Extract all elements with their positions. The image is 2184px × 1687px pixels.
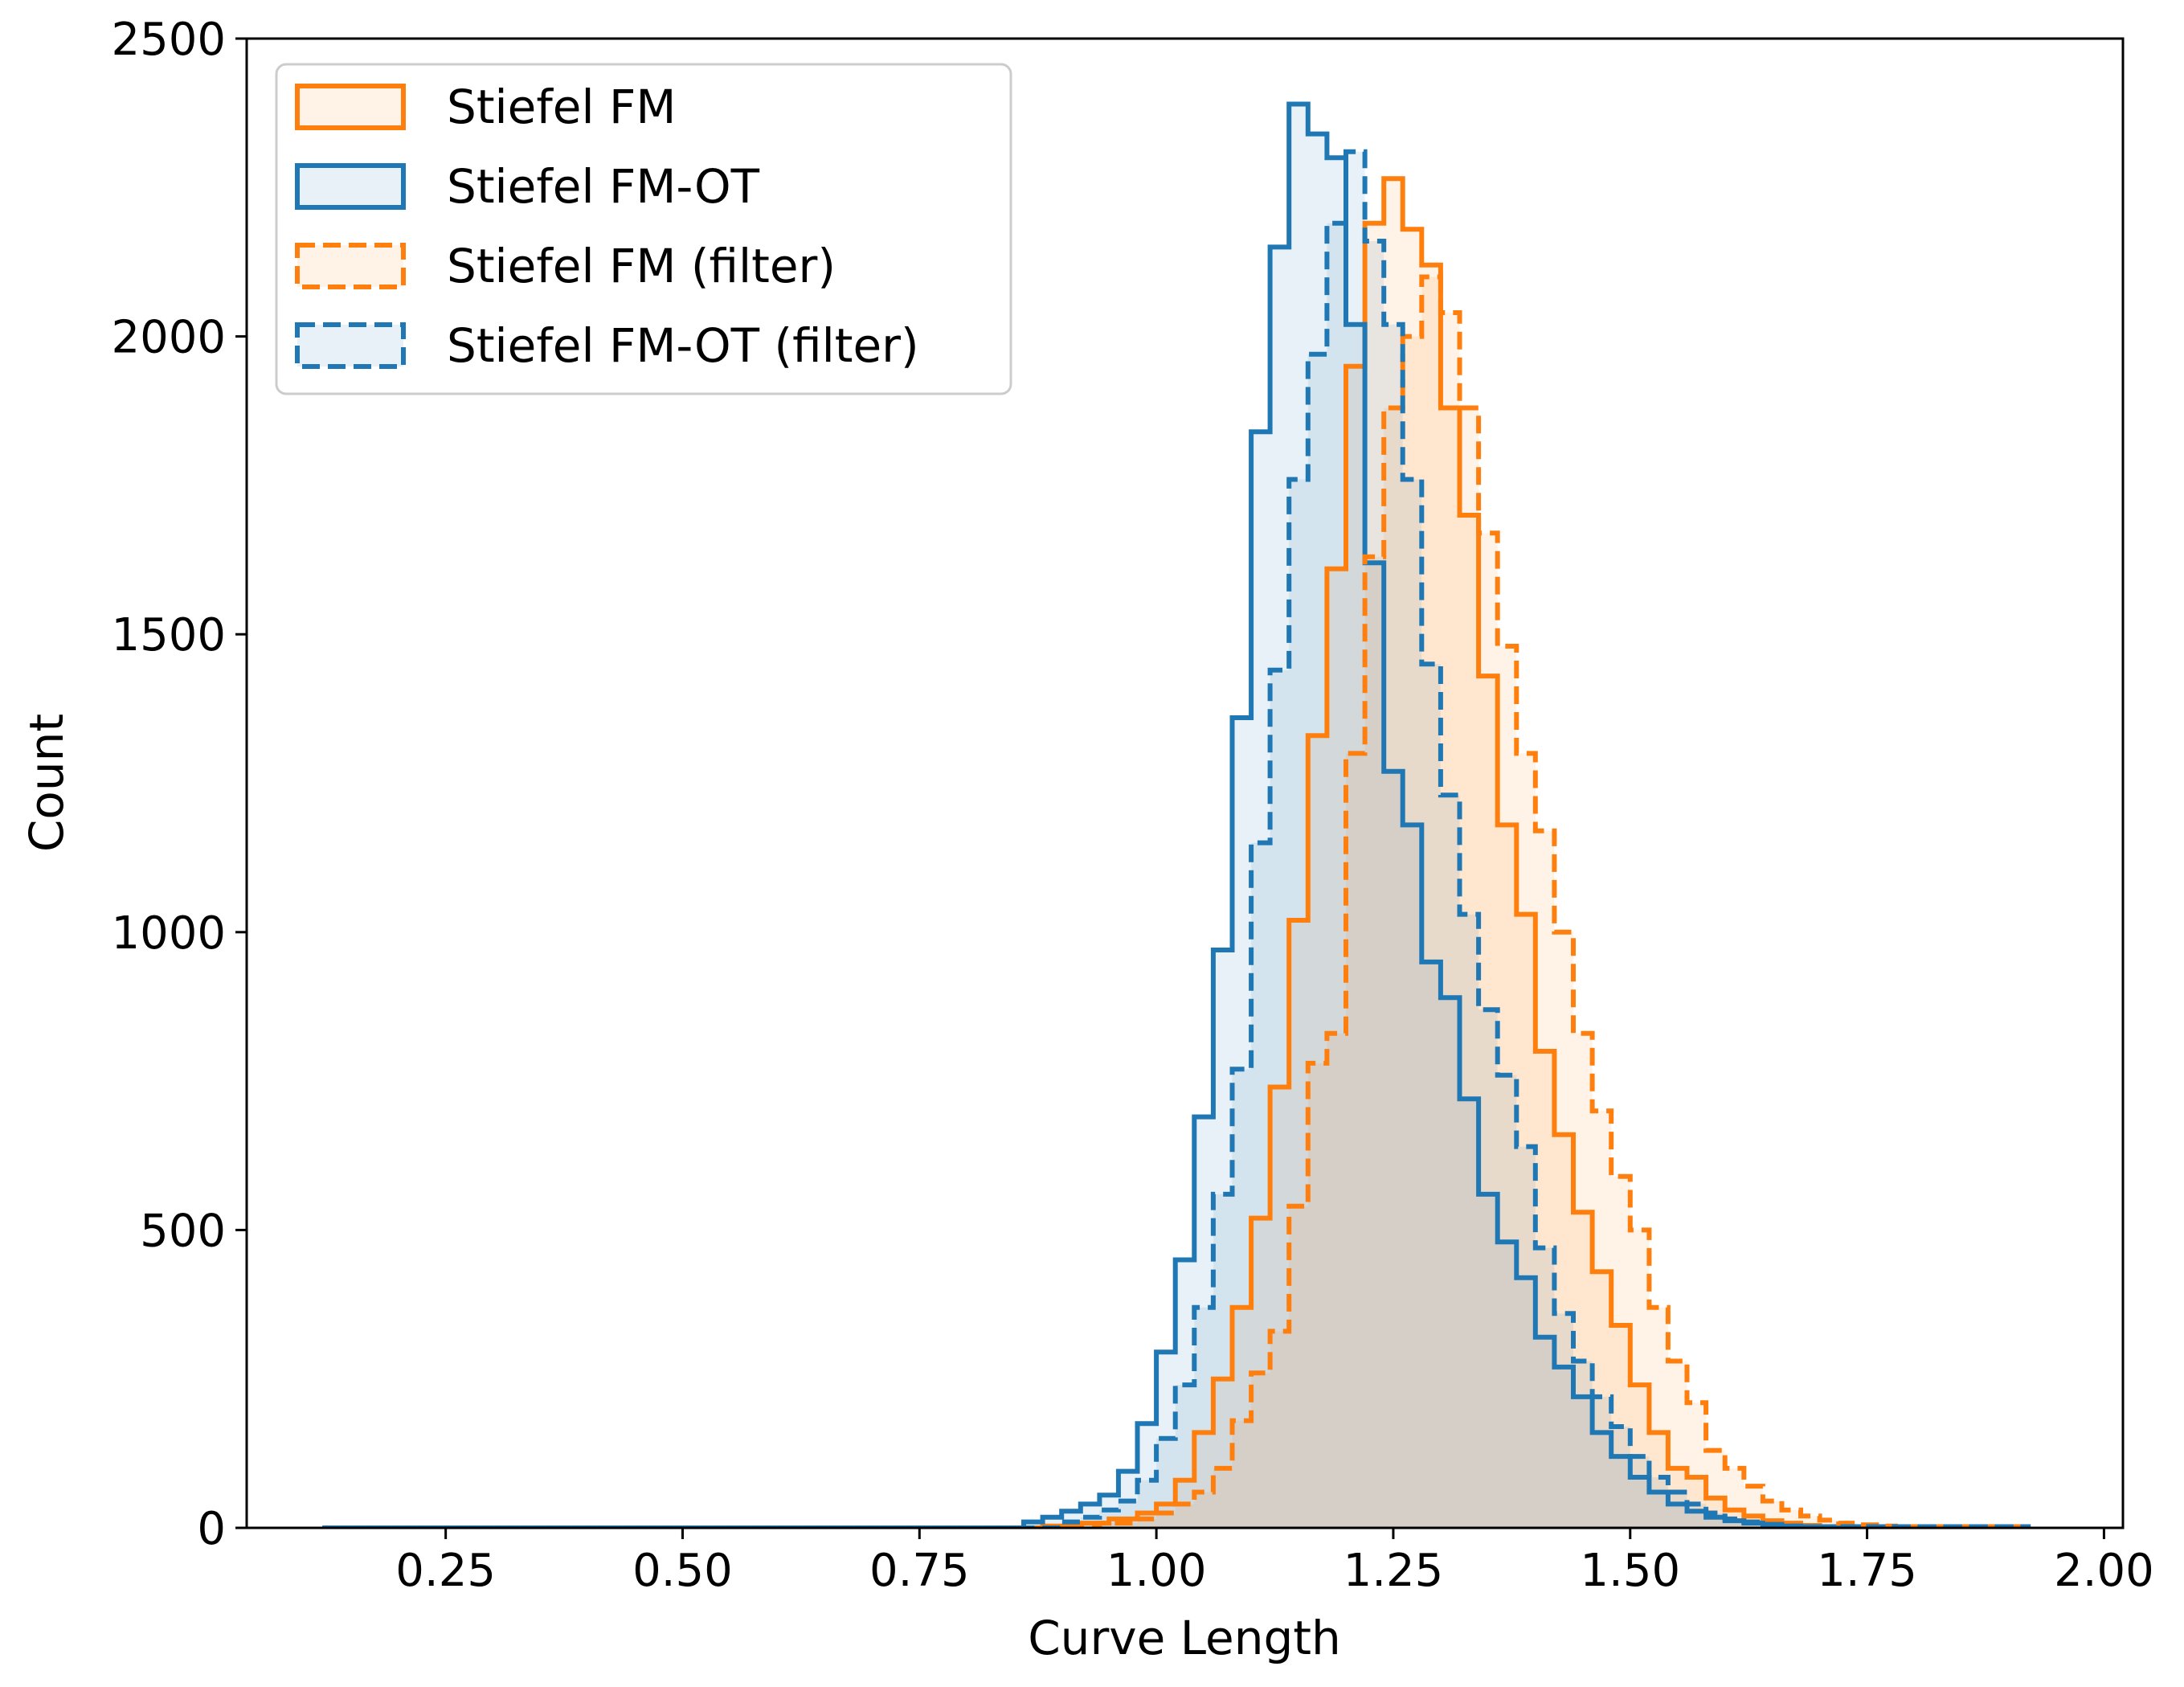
x-tick-label: 0.75 <box>869 1545 970 1597</box>
y-tick-label: 2000 <box>111 312 226 364</box>
legend: Stiefel FM Stiefel FM-OT Stiefel FM (filte… <box>275 63 1012 395</box>
x-tick-label: 1.00 <box>1106 1545 1207 1597</box>
series-lines <box>322 101 2031 1528</box>
legend-swatch <box>295 322 406 369</box>
x-tick-label: 0.25 <box>395 1545 496 1597</box>
legend-swatch <box>295 84 406 130</box>
legend-label: Stiefel FM (filter) <box>447 239 836 293</box>
y-tick-label: 1500 <box>111 609 226 661</box>
series-1-line <box>322 176 2031 1528</box>
y-tick-label: 0 <box>197 1503 226 1555</box>
series-4-line <box>322 149 2031 1528</box>
series-2-line <box>322 101 2031 1528</box>
series-3-line <box>322 274 2031 1528</box>
x-tick-label: 1.25 <box>1344 1545 1444 1597</box>
x-tick-label: 1.75 <box>1817 1545 1917 1597</box>
legend-item: Stiefel FM (filter) <box>295 239 836 293</box>
y-tick-label: 2500 <box>111 14 226 66</box>
x-tick-label: 2.00 <box>2054 1545 2154 1597</box>
y-tick-label: 500 <box>140 1205 226 1257</box>
legend-item: Stiefel FM <box>295 80 676 134</box>
x-tick-label: 0.50 <box>632 1545 733 1597</box>
legend-label: Stiefel FM <box>447 80 676 134</box>
x-axis-ticks: 0.25 0.50 0.75 1.00 1.25 1.50 1.75 2.00 <box>395 1528 2154 1597</box>
legend-items: Stiefel FM Stiefel FM-OT Stiefel FM (filte… <box>295 80 919 373</box>
legend-box <box>275 63 1012 395</box>
x-tick-label: 1.50 <box>1580 1545 1680 1597</box>
y-axis-label: Count <box>19 714 74 852</box>
series-3-fill <box>322 276 2029 1528</box>
y-axis-ticks: 0 500 1000 1500 2000 2500 <box>111 14 247 1555</box>
plot-frame <box>245 37 2125 1529</box>
legend-item: Stiefel FM-OT (filter) <box>295 318 919 373</box>
legend-item: Stiefel FM-OT <box>295 159 760 214</box>
y-tick-label: 1000 <box>111 907 226 960</box>
legend-label: Stiefel FM-OT <box>447 159 760 214</box>
series-fills <box>322 104 2029 1528</box>
legend-label: Stiefel FM-OT (filter) <box>447 318 919 373</box>
x-axis-label: Curve Length <box>1028 1611 1341 1665</box>
legend-swatch <box>295 163 406 210</box>
legend-swatch <box>295 243 406 289</box>
